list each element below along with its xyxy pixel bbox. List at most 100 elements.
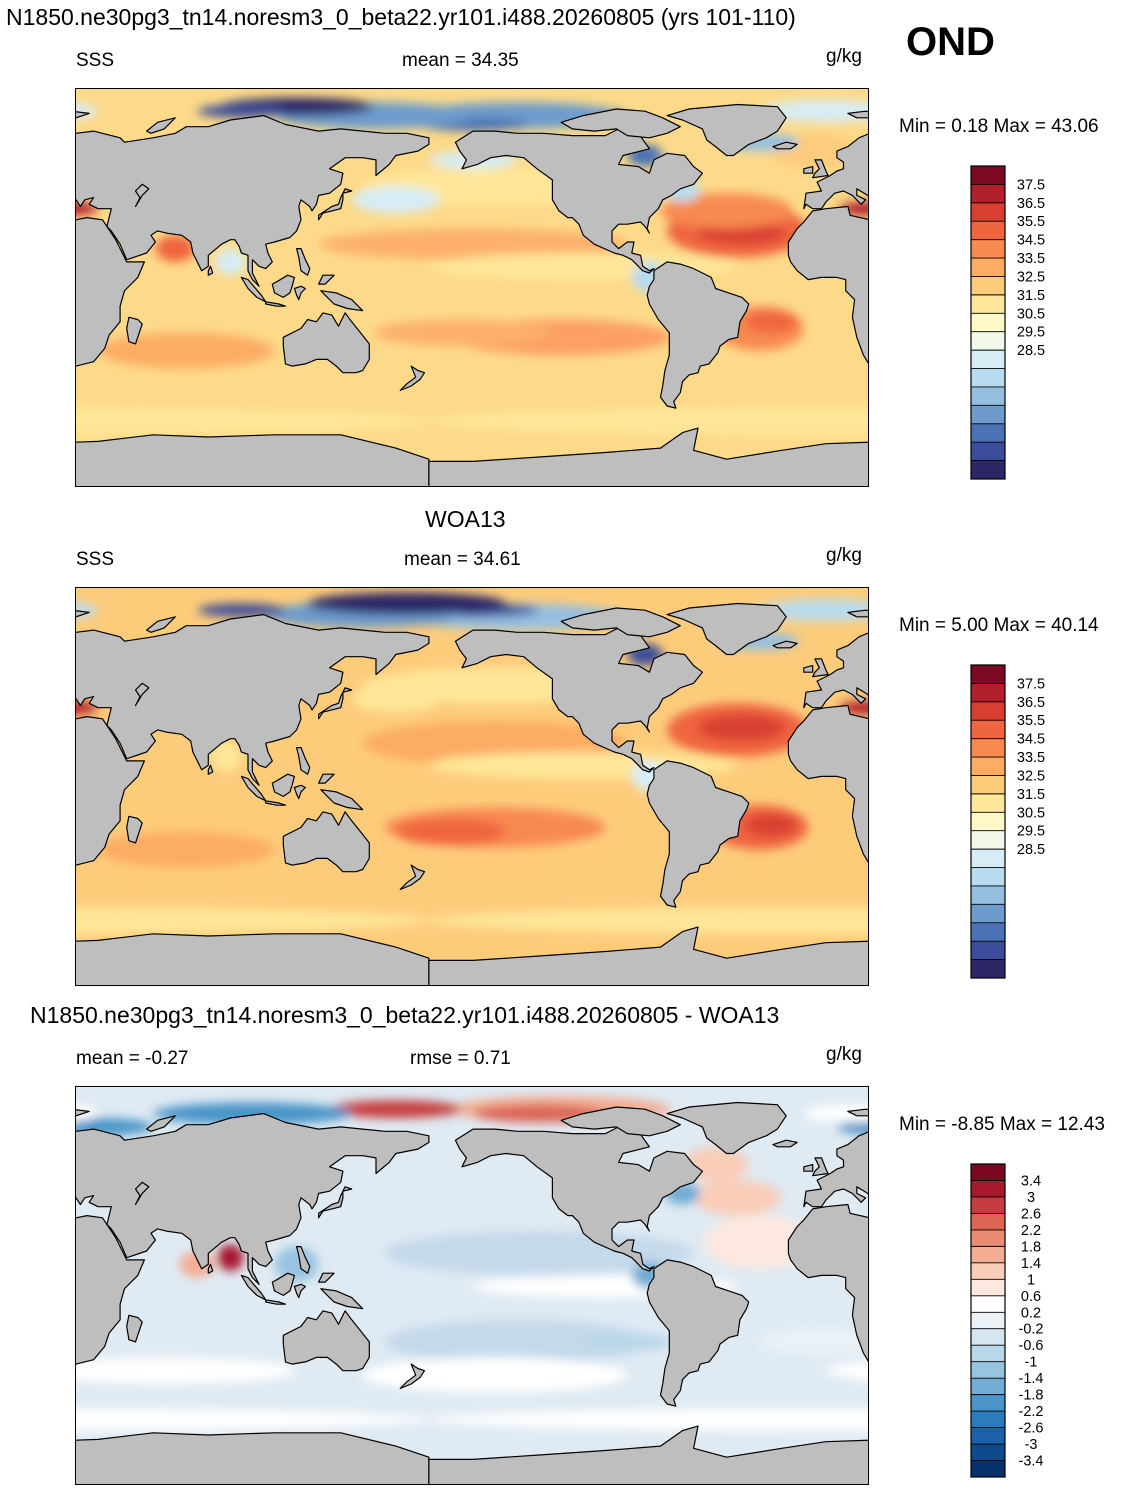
land-mass xyxy=(320,290,364,312)
colorbar-tick-label: 29.5 xyxy=(1017,325,1045,341)
colorbar-tick-label: 34.5 xyxy=(1017,732,1045,748)
colorbar-tick-label: -3 xyxy=(1025,1437,1038,1453)
colorbar-swatch xyxy=(971,738,1005,758)
colorbar-tick-label: 36.5 xyxy=(1017,695,1045,711)
land-mass xyxy=(265,1299,287,1305)
colorbar-frame xyxy=(970,1163,1006,1478)
land-mass xyxy=(454,1126,704,1272)
land-mass xyxy=(207,764,214,775)
colorbar-tick-label: 32.5 xyxy=(1017,269,1045,285)
colorbar-swatch xyxy=(971,720,1005,740)
salinity-region xyxy=(395,818,507,846)
colorbar-swatch xyxy=(971,386,1005,406)
salinity-region xyxy=(660,193,793,229)
land-mass xyxy=(76,1215,146,1365)
panel-obs-variable: SSS xyxy=(76,549,115,570)
colorbar-swatch xyxy=(971,350,1005,369)
salinity-region xyxy=(759,100,868,123)
salinity-region xyxy=(429,1408,868,1431)
colorbar-tick-label: 37.5 xyxy=(1017,177,1045,193)
panel-diff-units: g/kg xyxy=(826,1044,862,1065)
land-mass xyxy=(126,1314,143,1343)
colorbar-tick-label: -2.6 xyxy=(1019,1421,1044,1437)
land-mass xyxy=(145,1115,176,1132)
land-mass xyxy=(271,274,295,298)
colorbar-tick-label: -0.6 xyxy=(1019,1338,1044,1354)
colorbar-swatch xyxy=(971,442,1005,461)
colorbar-swatch xyxy=(971,867,1005,887)
salinity-region xyxy=(210,740,242,772)
colorbar-swatch xyxy=(971,405,1005,425)
land-mass xyxy=(296,747,311,775)
colorbar-tick-label: 28.5 xyxy=(1017,842,1045,858)
salinity-region xyxy=(744,814,798,837)
salinity-region xyxy=(759,599,868,622)
land-mass xyxy=(847,1108,868,1117)
colorbar-tick-label: 36.5 xyxy=(1017,196,1045,212)
land-mass xyxy=(76,217,146,367)
colorbar-swatch xyxy=(971,1345,1005,1363)
colorbar-swatch xyxy=(971,460,1005,480)
map-model-svg xyxy=(76,89,868,486)
colorbar-tick-label: 30.5 xyxy=(1017,805,1045,821)
colorbar-swatch xyxy=(971,331,1005,351)
colorbar-frame xyxy=(970,664,1006,979)
colorbar-tick-label: 35.5 xyxy=(1017,713,1045,729)
land-mass xyxy=(454,627,704,773)
land-mass xyxy=(803,632,868,709)
colorbar-frame xyxy=(970,165,1006,480)
land-mass xyxy=(207,265,214,276)
land-mass xyxy=(207,1263,214,1274)
land-mass xyxy=(812,658,829,678)
colorbar-swatch xyxy=(971,1460,1005,1478)
panel-diff-title: N1850.ne30pg3_tn14.noresm3_0_beta22.yr10… xyxy=(30,1002,780,1028)
colorbar-swatch xyxy=(971,1246,1005,1264)
salinity-region xyxy=(214,248,246,276)
colorbar-swatch xyxy=(971,793,1005,813)
land-mass xyxy=(145,117,176,134)
land-mass xyxy=(560,1106,681,1137)
colorbar-swatch xyxy=(971,904,1005,924)
colorbar-swatch xyxy=(971,166,1005,185)
land-mass xyxy=(560,108,681,139)
land-mass xyxy=(646,760,750,908)
map-diff-sss xyxy=(75,1086,869,1485)
colorbar-swatch xyxy=(971,885,1005,905)
colorbar-tick-label: 33.5 xyxy=(1017,251,1045,267)
panel-obs-title: WOA13 xyxy=(425,506,506,532)
colorbar-svg: 37.5 36.5 35.5 34.5 33.5 32.5 31.5 30.5 29.5 28.5 xyxy=(970,165,1045,480)
salinity-region xyxy=(318,228,628,260)
colorbar-swatch xyxy=(971,812,1005,832)
colorbar-svg: 37.5 36.5 35.5 34.5 33.5 32.5 31.5 30.5 29.5 28.5 xyxy=(970,664,1045,979)
colorbar-tick-label: 32.5 xyxy=(1017,768,1045,784)
salinity-region xyxy=(697,714,787,741)
colorbar-tick-label: 1 xyxy=(1027,1272,1035,1288)
land-mass xyxy=(76,933,430,985)
panel-model-minmax: Min = 0.18 Max = 43.06 xyxy=(899,116,1099,137)
panel-model-units: g/kg xyxy=(826,46,862,67)
land-mass xyxy=(787,205,868,364)
colorbar-swatch xyxy=(971,1262,1005,1280)
land-mass xyxy=(666,103,787,157)
land-mass xyxy=(803,1131,868,1208)
land-mass xyxy=(76,111,90,119)
colorbar-swatch xyxy=(971,849,1005,868)
colorbar-tick-label: 3 xyxy=(1027,1190,1035,1206)
colorbar-tick-label: 1.8 xyxy=(1021,1239,1041,1255)
salinity-region xyxy=(307,592,507,615)
colorbar-swatch xyxy=(971,775,1005,795)
colorbar-tick-label: 34.5 xyxy=(1017,233,1045,249)
colorbar-swatch xyxy=(971,1229,1005,1247)
colorbar-tick-label: 2.2 xyxy=(1021,1223,1041,1239)
colorbar-swatch xyxy=(971,1411,1005,1428)
colorbar-swatch xyxy=(971,1427,1005,1445)
land-mass xyxy=(76,1432,430,1484)
land-mass xyxy=(428,1425,868,1484)
colorbar-swatch xyxy=(971,941,1005,960)
land-mass xyxy=(76,610,90,618)
land-mass xyxy=(318,773,335,784)
land-mass xyxy=(803,664,814,673)
salinity-region xyxy=(98,332,275,369)
panel-model-variable: SSS xyxy=(76,50,115,71)
land-mass xyxy=(76,115,430,287)
